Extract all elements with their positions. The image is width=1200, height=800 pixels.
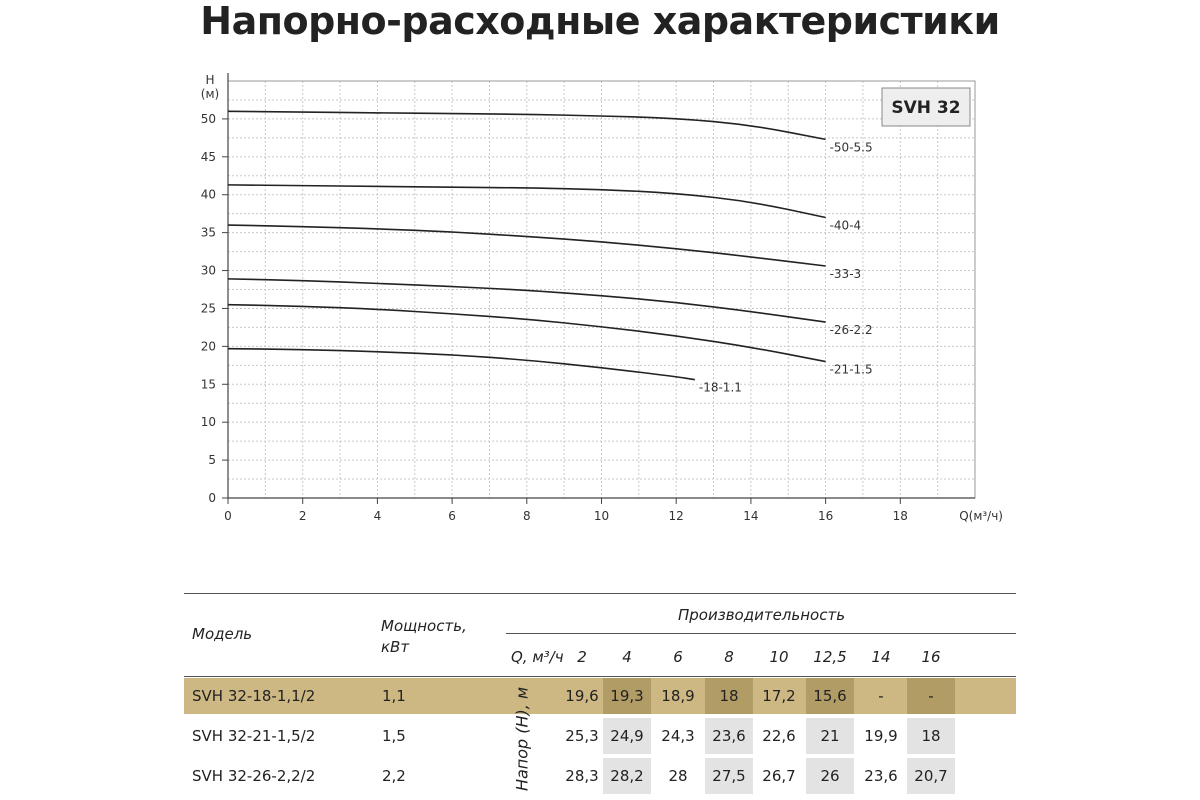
y-tick-label: 45 xyxy=(201,150,216,164)
head-value-cell: 28,3 xyxy=(565,767,599,785)
head-value-cell: 15,6 xyxy=(806,678,854,714)
power-cell: 1,5 xyxy=(382,727,406,745)
column-header-model: Модель xyxy=(192,625,253,643)
table-row: SVH 32-18-1,1/2 1,1 19,6 19,3 18,9 18 17,2 15,6… xyxy=(184,678,1016,714)
power-cell: 1,1 xyxy=(382,687,406,705)
head-value-cell: 23,6 xyxy=(864,767,898,785)
x-tick-label: 10 xyxy=(594,509,609,523)
performance-curve xyxy=(227,184,826,219)
head-value-cell: 19,6 xyxy=(565,687,599,705)
head-value-cell: 28,2 xyxy=(603,758,651,794)
x-tick-label: 12 xyxy=(669,509,684,523)
flow-column-header: 14 xyxy=(871,648,891,666)
performance-curve xyxy=(227,110,826,141)
y-tick-label: 10 xyxy=(201,415,216,429)
x-tick-label: 8 xyxy=(523,509,531,523)
flow-column-header: 6 xyxy=(673,648,683,666)
y-axis-unit-label: (м) xyxy=(201,87,219,101)
y-tick-label: 25 xyxy=(201,301,216,315)
model-legend-text: SVH 32 xyxy=(891,98,960,118)
y-tick-label: 0 xyxy=(208,491,216,505)
head-value-cell: 19,3 xyxy=(603,678,651,714)
y-tick-label: 20 xyxy=(201,339,216,353)
head-value-cell: 25,3 xyxy=(565,727,599,745)
performance-curve xyxy=(227,224,826,267)
flow-column-header: 8 xyxy=(724,648,734,666)
y-tick-label: 35 xyxy=(201,226,216,240)
model-cell: SVH 32-21-1,5/2 xyxy=(192,727,316,745)
y-tick-label: 50 xyxy=(201,112,216,126)
performance-curve xyxy=(227,278,826,323)
model-legend-box xyxy=(881,87,971,127)
head-value-cell: 26,7 xyxy=(762,767,796,785)
x-tick-label: 4 xyxy=(374,509,382,523)
curve-label: -33-3 xyxy=(830,267,862,281)
x-tick-label: 14 xyxy=(743,509,758,523)
flow-column-header: 2 xyxy=(577,648,587,666)
head-value-cell: 22,6 xyxy=(762,727,796,745)
x-tick-label: 0 xyxy=(224,509,232,523)
y-tick-label: 40 xyxy=(201,188,216,202)
head-value-cell: - xyxy=(907,678,955,714)
head-value-cell: 28 xyxy=(668,767,688,785)
table-header-rule xyxy=(184,676,1016,677)
head-value-cell: 20,7 xyxy=(907,758,955,794)
table-top-rule xyxy=(184,593,1016,594)
x-tick-label: 6 xyxy=(448,509,456,523)
head-value-cell: 27,5 xyxy=(705,758,753,794)
x-tick-label: 18 xyxy=(893,509,908,523)
head-value-cell: 18 xyxy=(705,678,753,714)
power-cell: 2,2 xyxy=(382,767,406,785)
column-header-flow-unit: Q, м³/ч xyxy=(511,648,564,666)
page-title: Напорно-расходные характеристики xyxy=(200,0,1000,43)
head-flow-chart: 0 5 10 15 20 25 30 35 40 45 50 0 2 4 6 8 10 12 14 16 18 H(м) Q… xyxy=(201,73,1003,523)
y-tick-label: 15 xyxy=(201,377,216,391)
curve-label: -21-1.5 xyxy=(830,363,873,377)
flow-column-header: 10 xyxy=(769,648,789,666)
table-row: SVH 32-26-2,2/2 2,2 28,3 28,2 28 27,5 26,7 26 23… xyxy=(184,758,1016,794)
y-tick-label: 5 xyxy=(208,453,216,467)
head-axis-label-text: Напор (Н), м xyxy=(512,686,532,792)
head-value-cell: 26 xyxy=(806,758,854,794)
flow-column-header: 4 xyxy=(622,648,632,666)
model-cell: SVH 32-26-2,2/2 xyxy=(192,767,316,785)
y-tick-label: 30 xyxy=(201,264,216,278)
curve-label: -26-2.2 xyxy=(830,323,873,337)
head-value-cell: 19,9 xyxy=(864,727,898,745)
performance-curve xyxy=(227,303,826,363)
head-value-cell: 23,6 xyxy=(705,718,753,754)
flow-column-header: 12,5 xyxy=(813,648,847,666)
column-header-performance: Производительность xyxy=(678,606,846,624)
flow-column-header: 16 xyxy=(921,648,941,666)
head-value-cell: 17,2 xyxy=(762,687,796,705)
head-value-cell: 24,3 xyxy=(661,727,695,745)
head-value-cell: - xyxy=(878,687,884,705)
curve-label: -18-1.1 xyxy=(699,381,742,395)
head-value-cell: 18 xyxy=(907,718,955,754)
column-header-power-line1: Мощность, xyxy=(381,617,467,635)
head-axis-label: Напор (Н), м xyxy=(510,680,534,798)
x-tick-label: 2 xyxy=(299,509,307,523)
curve-label: -50-5.5 xyxy=(830,140,873,154)
head-value-cell: 24,9 xyxy=(603,718,651,754)
x-axis-label: Q(м³/ч) xyxy=(959,509,1003,523)
column-header-power-line2: кВт xyxy=(381,638,410,656)
x-tick-label: 16 xyxy=(818,509,833,523)
table-perf-rule xyxy=(506,633,1016,634)
head-value-cell: 21 xyxy=(806,718,854,754)
head-value-cell: 18,9 xyxy=(661,687,695,705)
model-cell: SVH 32-18-1,1/2 xyxy=(192,687,316,705)
y-axis-label: H xyxy=(205,73,214,87)
table-row: SVH 32-21-1,5/2 1,5 25,3 24,9 24,3 23,6 22,6 21… xyxy=(184,718,1016,754)
curve-label: -40-4 xyxy=(830,218,862,232)
performance-curve xyxy=(227,347,696,381)
